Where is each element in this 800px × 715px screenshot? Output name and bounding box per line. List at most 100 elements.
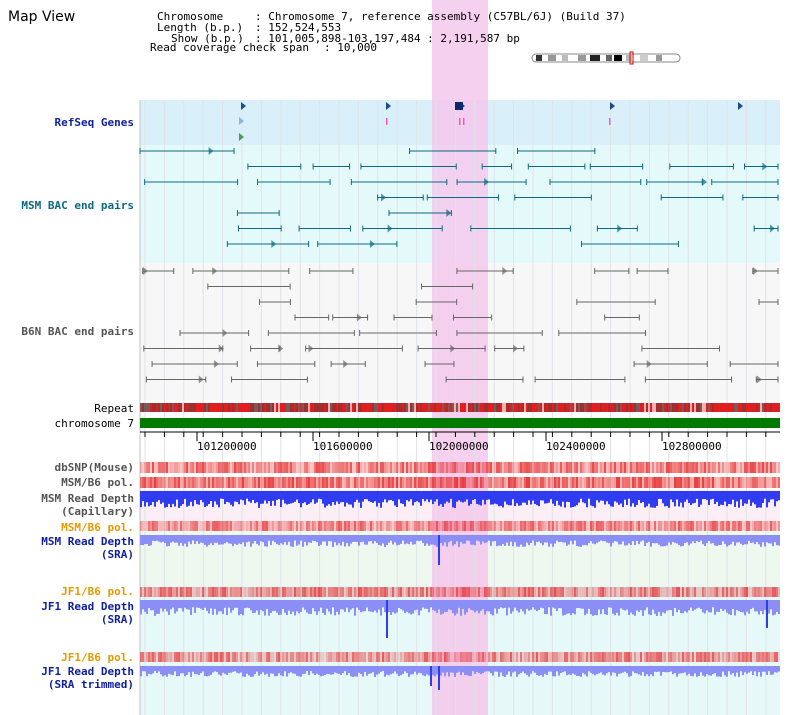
heat-cell: [538, 652, 540, 662]
heat-cell: [436, 477, 438, 488]
depth-bar: [172, 600, 174, 608]
depth-bar: [260, 600, 262, 610]
depth-bar: [450, 600, 452, 611]
depth-bar: [180, 666, 182, 674]
depth-bar: [722, 491, 724, 506]
depth-bar: [370, 600, 372, 612]
heat-cell: [344, 587, 346, 597]
depth-bar: [160, 600, 162, 609]
heat-cell: [374, 587, 376, 597]
heat-cell: [690, 477, 692, 488]
heat-cell: [726, 587, 728, 597]
repeat-block: [580, 403, 582, 412]
depth-bar: [548, 666, 550, 672]
depth-bar: [158, 535, 160, 542]
depth-bar: [774, 491, 776, 507]
track-label-msm-depth-capillary[interactable]: MSM Read Depth (Capillary): [41, 492, 134, 518]
track-label-dbsnp[interactable]: dbSNP(Mouse): [54, 461, 134, 474]
heat-cell: [380, 587, 382, 597]
heat-cell: [222, 521, 224, 531]
track-label-jf1-b6-pol-trimmed[interactable]: JF1/B6 pol.: [61, 651, 134, 664]
depth-bar: [616, 666, 618, 677]
depth-bar: [724, 491, 726, 502]
track-label-b6n-bac[interactable]: B6N BAC end pairs: [21, 325, 134, 338]
heat-cell: [452, 521, 454, 531]
repeat-block: [516, 403, 518, 412]
depth-spike: [766, 600, 768, 628]
heat-cell: [332, 652, 334, 662]
track-label-chromosome[interactable]: chromosome 7: [54, 417, 134, 430]
track-label-jf1-b6-pol[interactable]: JF1/B6 pol.: [61, 585, 134, 598]
heat-cell: [326, 521, 328, 531]
heat-cell: [174, 652, 176, 662]
depth-bar: [586, 535, 588, 546]
repeat-block: [146, 403, 148, 412]
heat-cell: [596, 587, 598, 597]
track-label-jf1-depth-trimmed[interactable]: JF1 Read Depth (SRA trimmed): [41, 665, 134, 691]
heat-cell: [474, 652, 476, 662]
heat-cell: [514, 521, 516, 531]
depth-bar: [600, 535, 602, 541]
heat-cell: [494, 477, 496, 488]
heat-cell: [262, 521, 264, 531]
heat-cell: [222, 652, 224, 662]
heat-cell: [506, 477, 508, 488]
track-label-jf1-depth-sra[interactable]: JF1 Read Depth (SRA): [41, 600, 134, 626]
depth-bar: [460, 600, 462, 616]
track-label-msm-depth-sra[interactable]: MSM Read Depth (SRA): [41, 535, 134, 561]
heat-cell: [200, 652, 202, 662]
depth-bar: [616, 535, 618, 542]
depth-bar: [162, 535, 164, 542]
depth-bar: [520, 666, 522, 674]
heat-cell: [572, 477, 574, 488]
heat-cell: [296, 462, 298, 473]
heat-cell: [170, 521, 172, 531]
track-label-refseq-genes[interactable]: RefSeq Genes: [54, 116, 134, 129]
heat-cell: [390, 477, 392, 488]
heat-cell: [542, 521, 544, 531]
heat-cell: [342, 521, 344, 531]
depth-bar: [732, 666, 734, 674]
heat-cell: [354, 587, 356, 597]
depth-bar: [328, 491, 330, 505]
heat-cell: [166, 587, 168, 597]
heat-cell: [402, 587, 404, 597]
heat-cell: [502, 587, 504, 597]
heat-cell: [228, 587, 230, 597]
repeat-block: [566, 403, 568, 412]
track-label-repeat[interactable]: Repeat: [94, 402, 134, 415]
heat-cell: [740, 652, 742, 662]
depth-bar: [456, 600, 458, 614]
depth-bar: [638, 535, 640, 545]
repeat-block: [216, 403, 218, 412]
depth-bar: [528, 666, 530, 677]
heat-cell: [600, 587, 602, 597]
depth-bar: [480, 666, 482, 675]
track-label-msm-b6-pol-sra[interactable]: MSM/B6 pol.: [61, 521, 134, 534]
heat-cell: [462, 587, 464, 597]
heat-cell: [236, 587, 238, 597]
heat-cell: [210, 521, 212, 531]
track-label-msm-b6-pol[interactable]: MSM/B6 pol.: [61, 476, 134, 489]
heat-cell: [288, 652, 290, 662]
heat-cell: [500, 652, 502, 662]
depth-bar: [648, 535, 650, 542]
depth-bar: [502, 600, 504, 609]
heat-cell: [618, 477, 620, 488]
depth-bar: [600, 491, 602, 501]
depth-bar: [418, 535, 420, 542]
heat-cell: [398, 587, 400, 597]
heat-cell: [728, 587, 730, 597]
heat-cell: [174, 587, 176, 597]
track-label-msm-bac[interactable]: MSM BAC end pairs: [21, 199, 134, 212]
depth-bar: [298, 600, 300, 614]
heat-cell: [588, 521, 590, 531]
depth-bar: [212, 491, 214, 507]
heat-cell: [582, 462, 584, 473]
depth-bar: [508, 666, 510, 672]
depth-bar: [154, 666, 156, 672]
heat-cell: [644, 652, 646, 662]
depth-bar: [498, 491, 500, 507]
depth-bar: [200, 491, 202, 500]
